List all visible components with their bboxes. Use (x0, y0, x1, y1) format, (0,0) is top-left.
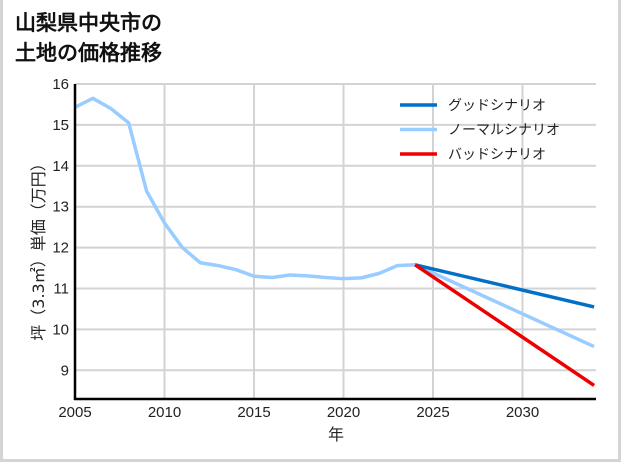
y-tick-label: 12 (52, 240, 69, 257)
axes (73, 84, 596, 401)
x-tick-label: 2030 (506, 404, 539, 421)
x-tick-label: 2020 (327, 404, 360, 421)
y-tick-label: 15 (52, 117, 69, 134)
y-tick-label: 11 (53, 281, 69, 298)
series-line (414, 263, 595, 309)
x-tick-label: 2010 (148, 404, 181, 421)
x-tick-label: 2025 (416, 404, 449, 421)
y-tick-label: 9 (61, 362, 69, 379)
series-line (74, 96, 595, 349)
y-tick-label: 16 (52, 76, 69, 93)
series-lines (74, 96, 596, 387)
y-tick-label: 13 (52, 199, 69, 216)
y-axis-label: 坪（3.3㎡）単価（万円） (29, 155, 48, 340)
legend-label: ノーマルシナリオ (448, 123, 560, 139)
axis-ticks: 9 10 11 12 13 14 15 16 2005 2010 2015 2020 2025 2030 (52, 76, 539, 421)
legend-label: バッドシナリオ (448, 147, 546, 163)
x-tick-label: 2015 (237, 404, 270, 421)
y-tick-label: 14 (52, 158, 69, 175)
chart-title: 山梨県中央市の 土地の価格推移 (15, 11, 162, 65)
series-line (414, 263, 596, 387)
legend-label: グッドシナリオ (448, 98, 546, 114)
y-tick-label: 10 (52, 321, 69, 338)
x-axis-label: 年 (328, 425, 344, 444)
x-tick-label: 2005 (58, 404, 91, 421)
